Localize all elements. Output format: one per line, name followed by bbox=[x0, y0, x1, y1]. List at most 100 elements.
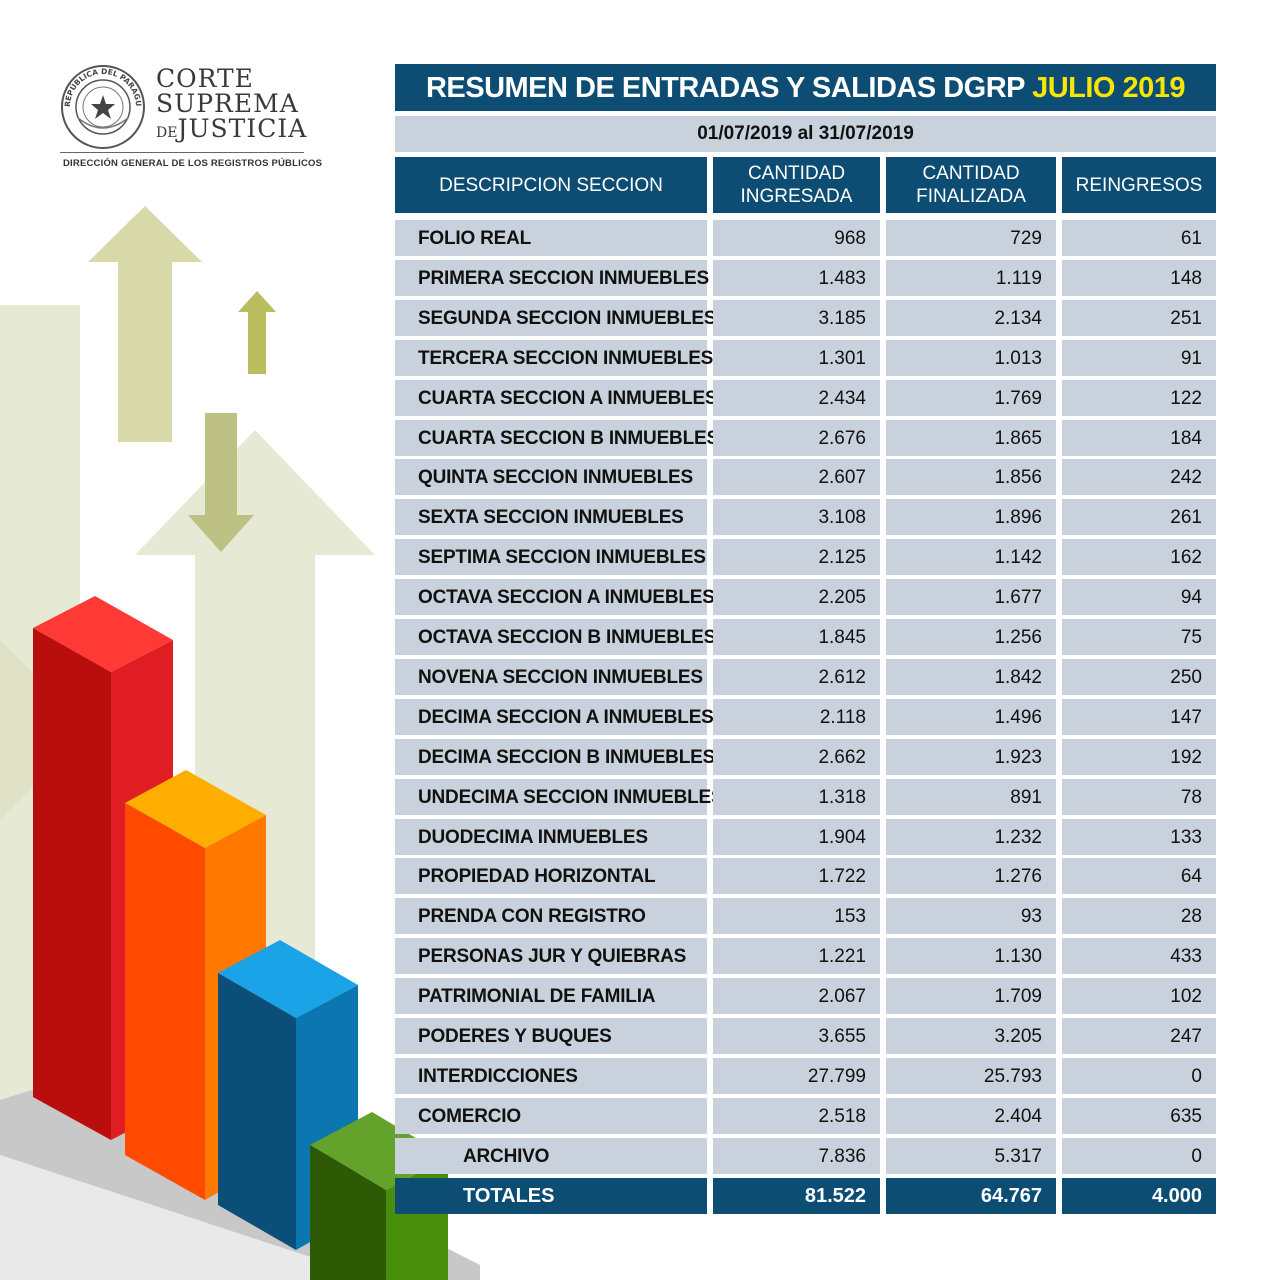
report-title-highlight: JULIO 2019 bbox=[1032, 72, 1186, 104]
row-label: SEPTIMA SECCION INMUEBLES bbox=[395, 539, 707, 575]
row-value-ingresada: 1.483 bbox=[713, 260, 880, 296]
row-value-reingresos: 122 bbox=[1062, 380, 1216, 416]
row-value-ingresada: 2.125 bbox=[713, 539, 880, 575]
row-value-finalizada: 1.142 bbox=[886, 539, 1056, 575]
red-bar-front bbox=[33, 628, 111, 1140]
row-label: OCTAVA SECCION A INMUEBLES bbox=[395, 579, 715, 615]
report-title: RESUMEN DE ENTRADAS Y SALIDAS DGRP JULIO… bbox=[395, 64, 1216, 111]
row-value-reingresos: 0 bbox=[1062, 1058, 1216, 1094]
row-label: PRIMERA SECCION INMUEBLES bbox=[395, 260, 709, 296]
row-label: NOVENA SECCION INMUEBLES bbox=[395, 659, 707, 695]
row-value-ingresada: 2.607 bbox=[713, 459, 880, 495]
totals-reingresos: 4.000 bbox=[1062, 1178, 1216, 1214]
row-value-finalizada: 5.317 bbox=[886, 1138, 1056, 1174]
national-seal-icon: REPÚBLICA DEL PARAGUAY bbox=[60, 64, 145, 149]
row-value-finalizada: 1.256 bbox=[886, 619, 1056, 655]
row-value-reingresos: 133 bbox=[1062, 819, 1216, 855]
row-label: PROPIEDAD HORIZONTAL bbox=[395, 858, 707, 894]
row-value-ingresada: 27.799 bbox=[713, 1058, 880, 1094]
row-label: CUARTA SECCION B INMUEBLES bbox=[395, 420, 719, 456]
row-value-ingresada: 1.221 bbox=[713, 938, 880, 974]
row-value-ingresada: 1.301 bbox=[713, 340, 880, 376]
row-label: CUARTA SECCION A INMUEBLES bbox=[395, 380, 718, 416]
org-line-3-main: Justicia bbox=[177, 114, 308, 143]
row-value-ingresada: 968 bbox=[713, 220, 880, 256]
row-value-finalizada: 1.896 bbox=[886, 499, 1056, 535]
row-value-finalizada: 1.496 bbox=[886, 699, 1056, 735]
row-value-reingresos: 162 bbox=[1062, 539, 1216, 575]
row-value-ingresada: 3.185 bbox=[713, 300, 880, 336]
org-line-2: Suprema bbox=[156, 89, 299, 118]
row-label: UNDECIMA SECCION INMUEBLES bbox=[395, 779, 724, 815]
row-value-reingresos: 148 bbox=[1062, 260, 1216, 296]
row-value-ingresada: 7.836 bbox=[713, 1138, 880, 1174]
column-header-ingresada: CANTIDAD INGRESADA bbox=[713, 157, 880, 213]
row-value-reingresos: 147 bbox=[1062, 699, 1216, 735]
row-value-reingresos: 250 bbox=[1062, 659, 1216, 695]
row-label: DECIMA SECCION A INMUEBLES bbox=[395, 699, 714, 735]
row-value-finalizada: 1.130 bbox=[886, 938, 1056, 974]
row-value-finalizada: 1.842 bbox=[886, 659, 1056, 695]
row-label: TERCERA SECCION INMUEBLES bbox=[395, 340, 713, 376]
row-value-finalizada: 2.134 bbox=[886, 300, 1056, 336]
row-value-ingresada: 1.845 bbox=[713, 619, 880, 655]
row-value-reingresos: 78 bbox=[1062, 779, 1216, 815]
row-value-ingresada: 2.118 bbox=[713, 699, 880, 735]
totals-label: TOTALES bbox=[395, 1178, 707, 1214]
down-arrow bbox=[188, 413, 254, 552]
row-value-ingresada: 1.722 bbox=[713, 858, 880, 894]
row-value-finalizada: 1.013 bbox=[886, 340, 1056, 376]
row-value-finalizada: 1.232 bbox=[886, 819, 1056, 855]
org-line-1: Corte bbox=[156, 64, 254, 93]
row-value-finalizada: 1.923 bbox=[886, 739, 1056, 775]
row-value-reingresos: 192 bbox=[1062, 739, 1216, 775]
row-value-ingresada: 3.655 bbox=[713, 1018, 880, 1054]
column-header-finalizada-line2: FINALIZADA bbox=[916, 186, 1026, 207]
row-value-reingresos: 251 bbox=[1062, 300, 1216, 336]
green-bar-front bbox=[310, 1145, 386, 1280]
row-value-finalizada: 1.677 bbox=[886, 579, 1056, 615]
row-value-finalizada: 1.709 bbox=[886, 978, 1056, 1014]
row-value-ingresada: 2.518 bbox=[713, 1098, 880, 1134]
floor-shadow-light bbox=[0, 1155, 380, 1280]
row-value-finalizada: 1.119 bbox=[886, 260, 1056, 296]
row-value-ingresada: 2.434 bbox=[713, 380, 880, 416]
organization-name: Corte Suprema deJusticia bbox=[156, 66, 307, 146]
logo-divider bbox=[60, 152, 304, 153]
row-value-ingresada: 1.318 bbox=[713, 779, 880, 815]
row-value-reingresos: 94 bbox=[1062, 579, 1216, 615]
column-header-finalizada-line1: CANTIDAD bbox=[922, 163, 1020, 184]
row-value-reingresos: 247 bbox=[1062, 1018, 1216, 1054]
row-label: SEXTA SECCION INMUEBLES bbox=[395, 499, 707, 535]
row-value-reingresos: 242 bbox=[1062, 459, 1216, 495]
row-value-reingresos: 102 bbox=[1062, 978, 1216, 1014]
row-value-finalizada: 3.205 bbox=[886, 1018, 1056, 1054]
row-value-ingresada: 2.067 bbox=[713, 978, 880, 1014]
orange-bar-top bbox=[125, 770, 266, 848]
row-value-finalizada: 729 bbox=[886, 220, 1056, 256]
row-label: PERSONAS JUR Y QUIEBRAS bbox=[395, 938, 707, 974]
row-value-reingresos: 0 bbox=[1062, 1138, 1216, 1174]
row-value-ingresada: 2.676 bbox=[713, 420, 880, 456]
row-value-finalizada: 25.793 bbox=[886, 1058, 1056, 1094]
column-header-description: DESCRIPCION SECCION bbox=[395, 157, 707, 213]
row-value-ingresada: 153 bbox=[713, 898, 880, 934]
row-value-finalizada: 2.404 bbox=[886, 1098, 1056, 1134]
column-header-description-label: DESCRIPCION SECCION bbox=[439, 174, 663, 196]
row-value-reingresos: 184 bbox=[1062, 420, 1216, 456]
totals-finalizada: 64.767 bbox=[886, 1178, 1056, 1214]
row-label: QUINTA SECCION INMUEBLES bbox=[395, 459, 707, 495]
column-header-ingresada-line2: INGRESADA bbox=[740, 186, 853, 207]
blue-bar-top bbox=[218, 940, 358, 1018]
row-value-finalizada: 891 bbox=[886, 779, 1056, 815]
row-value-ingresada: 2.662 bbox=[713, 739, 880, 775]
orange-bar-front bbox=[125, 803, 205, 1200]
row-value-reingresos: 635 bbox=[1062, 1098, 1216, 1134]
row-value-reingresos: 261 bbox=[1062, 499, 1216, 535]
row-value-ingresada: 3.108 bbox=[713, 499, 880, 535]
column-header-reingresos-label: REINGRESOS bbox=[1075, 174, 1203, 196]
row-value-reingresos: 28 bbox=[1062, 898, 1216, 934]
row-value-reingresos: 433 bbox=[1062, 938, 1216, 974]
row-value-reingresos: 75 bbox=[1062, 619, 1216, 655]
row-label: FOLIO REAL bbox=[395, 220, 707, 256]
